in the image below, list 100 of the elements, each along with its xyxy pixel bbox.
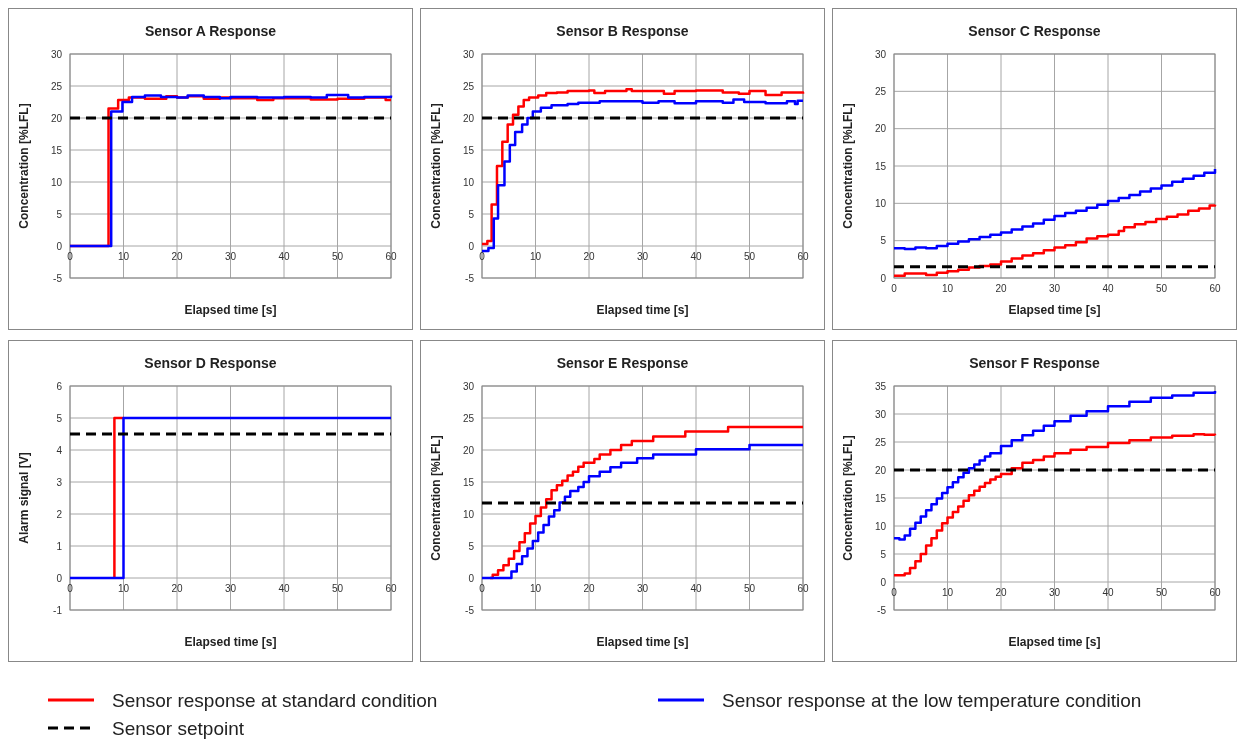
x-tick-label: 60 — [1209, 283, 1221, 294]
x-tick-label: 60 — [385, 251, 397, 262]
y-tick-label: -5 — [877, 604, 887, 616]
y-axis-title: Concentration [%LFL] — [429, 435, 443, 561]
y-tick-label: 5 — [468, 208, 475, 220]
y-tick-label: 5 — [56, 412, 63, 424]
x-tick-label: 20 — [995, 283, 1007, 294]
y-tick-label: 20 — [874, 464, 887, 476]
legend-label: Sensor response at standard condition — [112, 689, 438, 711]
y-tick-label: 10 — [50, 176, 63, 188]
x-tick-label: 50 — [331, 583, 344, 594]
y-tick-label: 5 — [880, 235, 887, 247]
y-axis-title: Concentration [%LFL] — [841, 103, 855, 229]
legend-label: Sensor response at the low temperature condition — [722, 689, 1142, 711]
x-axis-title: Elapsed time [s] — [596, 635, 689, 649]
y-tick-label: 15 — [874, 492, 887, 504]
y-tick-label: 30 — [874, 48, 887, 60]
y-tick-label: 5 — [468, 540, 475, 552]
x-tick-label: 30 — [1048, 283, 1061, 294]
chart-title: Sensor F Response — [969, 355, 1101, 371]
chart-title: Sensor D Response — [144, 355, 277, 371]
x-tick-label: 0 — [891, 283, 898, 294]
x-tick-label: 10 — [941, 283, 954, 294]
y-tick-label: 10 — [462, 508, 475, 520]
x-tick-label: 40 — [1102, 283, 1114, 294]
y-tick-label: 10 — [462, 176, 475, 188]
y-axis-title: Concentration [%LFL] — [841, 435, 855, 561]
y-tick-label: 20 — [462, 444, 475, 456]
y-tick-label: 4 — [56, 444, 63, 456]
x-axis-title: Elapsed time [s] — [596, 303, 689, 317]
x-axis-title: Elapsed time [s] — [184, 635, 277, 649]
chart-title: Sensor E Response — [556, 355, 689, 371]
x-tick-label: 60 — [797, 583, 809, 594]
chart-title: Sensor A Response — [144, 23, 277, 39]
x-tick-label: 10 — [529, 583, 542, 594]
x-tick-label: 30 — [636, 251, 649, 262]
y-tick-label: 25 — [874, 436, 887, 448]
x-tick-label: 0 — [891, 587, 898, 598]
legend-label: Sensor setpoint — [112, 717, 245, 739]
y-tick-label: -5 — [53, 272, 63, 284]
y-tick-label: 25 — [462, 80, 475, 92]
y-tick-label: 30 — [462, 380, 475, 392]
y-tick-label: 0 — [468, 572, 475, 584]
x-tick-label: 10 — [529, 251, 542, 262]
y-tick-label: 15 — [462, 476, 475, 488]
x-tick-label: 60 — [797, 251, 809, 262]
y-tick-label: 1 — [56, 540, 63, 552]
x-tick-label: 50 — [1155, 283, 1168, 294]
y-tick-label: 2 — [56, 508, 63, 520]
x-tick-label: 20 — [171, 251, 183, 262]
x-tick-label: 50 — [1155, 587, 1168, 598]
x-tick-label: 0 — [67, 251, 74, 262]
y-axis-title: Concentration [%LFL] — [17, 103, 31, 229]
x-tick-label: 40 — [278, 251, 290, 262]
y-tick-label: 0 — [468, 240, 475, 252]
x-tick-label: 60 — [385, 583, 397, 594]
y-tick-label: 30 — [50, 48, 63, 60]
y-tick-label: 15 — [874, 160, 887, 172]
x-tick-label: 40 — [690, 251, 702, 262]
y-axis-title: Alarm signal [V] — [17, 452, 31, 544]
y-tick-label: 5 — [56, 208, 63, 220]
y-tick-label: 35 — [874, 380, 887, 392]
x-tick-label: 10 — [117, 583, 130, 594]
x-tick-label: 0 — [67, 583, 74, 594]
chart-title: Sensor B Response — [556, 23, 689, 39]
x-tick-label: 50 — [331, 251, 344, 262]
x-axis-title: Elapsed time [s] — [1008, 303, 1101, 317]
x-tick-label: 10 — [941, 587, 954, 598]
x-tick-label: 0 — [479, 251, 486, 262]
y-tick-label: -5 — [465, 272, 475, 284]
x-tick-label: 40 — [1102, 587, 1114, 598]
y-tick-label: 6 — [56, 380, 63, 392]
x-tick-label: 20 — [171, 583, 183, 594]
y-tick-label: 15 — [462, 144, 475, 156]
y-tick-label: -5 — [465, 604, 475, 616]
y-axis-title: Concentration [%LFL] — [429, 103, 443, 229]
x-axis-title: Elapsed time [s] — [1008, 635, 1101, 649]
x-tick-label: 30 — [224, 583, 237, 594]
y-tick-label: 25 — [50, 80, 63, 92]
y-tick-label: 20 — [462, 112, 475, 124]
y-tick-label: -1 — [53, 604, 63, 616]
x-tick-label: 0 — [479, 583, 486, 594]
y-tick-label: 20 — [50, 112, 63, 124]
y-tick-label: 25 — [462, 412, 475, 424]
x-tick-label: 60 — [1209, 587, 1221, 598]
x-tick-label: 30 — [224, 251, 237, 262]
x-tick-label: 40 — [690, 583, 702, 594]
x-tick-label: 50 — [743, 251, 756, 262]
y-tick-label: 3 — [56, 476, 63, 488]
x-tick-label: 20 — [583, 251, 595, 262]
y-tick-label: 30 — [462, 48, 475, 60]
y-tick-label: 5 — [880, 548, 887, 560]
y-tick-label: 25 — [874, 85, 887, 97]
y-tick-label: 10 — [874, 197, 887, 209]
y-tick-label: 0 — [880, 272, 887, 284]
x-axis-title: Elapsed time [s] — [184, 303, 277, 317]
y-tick-label: 0 — [56, 240, 63, 252]
x-tick-label: 20 — [583, 583, 595, 594]
y-tick-label: 0 — [56, 572, 63, 584]
x-tick-label: 30 — [1048, 587, 1061, 598]
